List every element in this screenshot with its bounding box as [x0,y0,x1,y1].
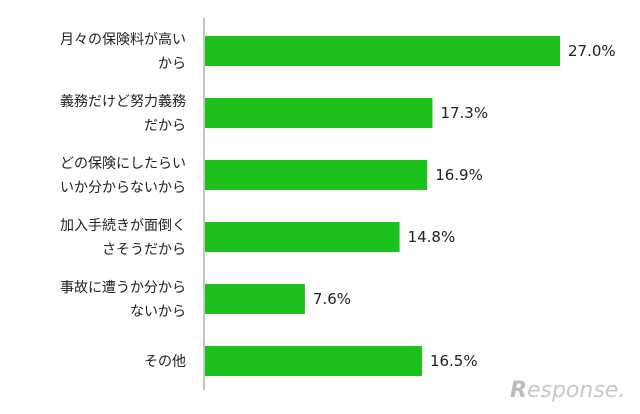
value-label-2: 17.3% [440,104,488,122]
bar-2 [205,98,433,128]
category-label-5-line-2: ないから [130,304,186,320]
category-label-2-line-1: 義務だけど努力義務 [60,93,186,110]
category-label-3-line-2: いか分からないから [60,180,186,196]
value-label-5: 7.6% [313,290,351,308]
bar-4 [205,222,400,252]
bar-5 [205,284,305,314]
bars-group [205,36,560,376]
category-label-1-line-2: から [158,56,186,72]
category-label-4-line-1: 加入手続きが面倒く [60,217,186,234]
value-label-1: 27.0% [568,42,616,60]
category-labels-group: 月々の保険料が高いから義務だけど努力義務だからどの保険にしたらいいか分からないか… [60,31,186,370]
category-label-3-line-1: どの保険にしたらい [60,156,186,172]
value-labels-group: 27.0% 17.3% 16.9% 14.8% 7.6% 16.5% [313,42,616,370]
category-label-4-line-2: さそうだから [102,242,186,258]
value-label-6: 16.5% [430,352,478,370]
bar-1 [205,36,560,66]
category-label-6-line-1: その他 [144,354,186,370]
category-label-2-line-2: だから [144,118,186,134]
category-label-5-line-1: 事故に遭うか分から [60,280,186,296]
value-label-3: 16.9% [435,166,483,184]
value-label-4: 14.8% [408,228,456,246]
response-logo: Response. [510,378,626,403]
category-label-1-line-1: 月々の保険料が高い [60,31,186,48]
bar-6 [205,346,422,376]
bar-3 [205,160,428,190]
